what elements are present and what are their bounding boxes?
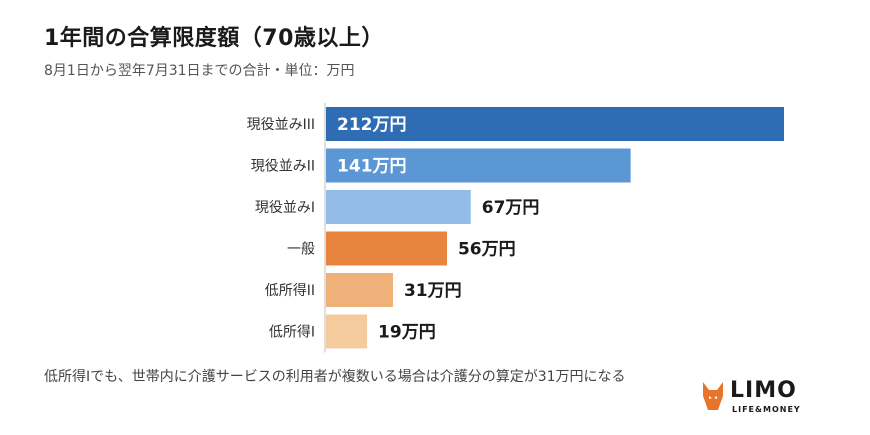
bar: [326, 314, 368, 349]
data-label: 212万円: [337, 115, 407, 135]
data-label: 56万円: [458, 240, 516, 260]
footnote: 低所得Iでも、世帯内に介護サービスの利用者が複数いる場合は介護分の算定が31万円…: [44, 369, 626, 385]
category-label: 現役並みI: [255, 200, 315, 216]
logo-tagline: LIFE&MONEY: [732, 405, 801, 414]
fox-icon: [703, 382, 723, 410]
bar: [326, 231, 447, 266]
logo-name: LIMO: [730, 378, 797, 403]
data-label: 19万円: [378, 323, 436, 343]
data-label: 67万円: [482, 198, 540, 218]
category-label: 現役並みIII: [247, 117, 315, 133]
logo: LIMO LIFE&MONEY: [700, 378, 810, 418]
category-label: 一般: [287, 242, 315, 258]
category-label: 低所得I: [269, 324, 315, 341]
data-label: 31万円: [404, 281, 462, 301]
bar: [326, 190, 471, 224]
data-label: 141万円: [337, 157, 407, 177]
bar: [326, 148, 631, 183]
chart-subtitle: 8月1日から翌年7月31日までの合計・単位：万円: [44, 63, 355, 79]
category-label: 現役並みII: [251, 159, 315, 175]
bar: [326, 273, 393, 307]
chart-title: 1年間の合算限度額（70歳以上）: [44, 26, 384, 51]
category-label: 低所得II: [265, 282, 315, 299]
bar: [326, 107, 784, 141]
